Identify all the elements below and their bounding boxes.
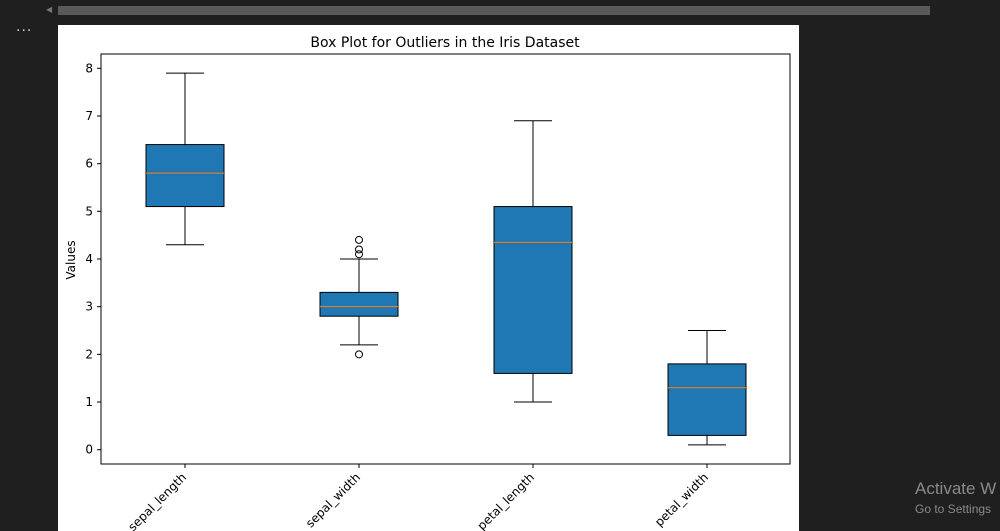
x-tick-label: sepal_length	[125, 470, 189, 531]
scrollbar-thumb[interactable]	[58, 6, 930, 15]
y-tick-label: 7	[85, 109, 93, 123]
y-tick-label: 1	[85, 395, 93, 409]
y-tick-label: 0	[85, 443, 93, 457]
outlier-point	[355, 235, 363, 244]
y-tick-label: 4	[85, 252, 93, 266]
y-axis-label: Values	[64, 240, 78, 279]
outlier-point	[355, 250, 363, 259]
box-petal_length	[493, 206, 573, 374]
output-menu-icon[interactable]: ...	[16, 19, 33, 35]
box-plot: Box Plot for Outliers in the Iris Datase…	[64, 35, 791, 531]
chart-figure: Box Plot for Outliers in the Iris Datase…	[58, 25, 799, 531]
y-tick-label: 6	[85, 157, 93, 171]
outlier-point	[355, 245, 363, 254]
plot-frame	[100, 53, 791, 465]
y-tick-label: 8	[85, 61, 93, 75]
outlier-point	[355, 350, 363, 359]
x-tick-label: petal_length	[474, 470, 537, 531]
y-tick-label: 2	[85, 347, 93, 361]
chart-title: Box Plot for Outliers in the Iris Datase…	[310, 35, 580, 51]
watermark-title: Activate W	[915, 479, 997, 498]
x-tick-label: petal_width	[652, 470, 711, 529]
watermark-subtitle: Go to Settings	[915, 502, 992, 516]
output-gutter	[0, 24, 58, 531]
x-tick-label: sepal_width	[303, 470, 363, 530]
y-tick-label: 5	[85, 204, 93, 218]
scroll-left-icon[interactable]: ◀	[46, 5, 53, 14]
box-sepal_length	[145, 144, 225, 208]
activation-watermark: Activate W Go to Settings	[915, 479, 996, 517]
y-tick-label: 3	[85, 300, 93, 314]
box-sepal_width	[319, 291, 399, 317]
box-petal_width	[667, 363, 747, 436]
